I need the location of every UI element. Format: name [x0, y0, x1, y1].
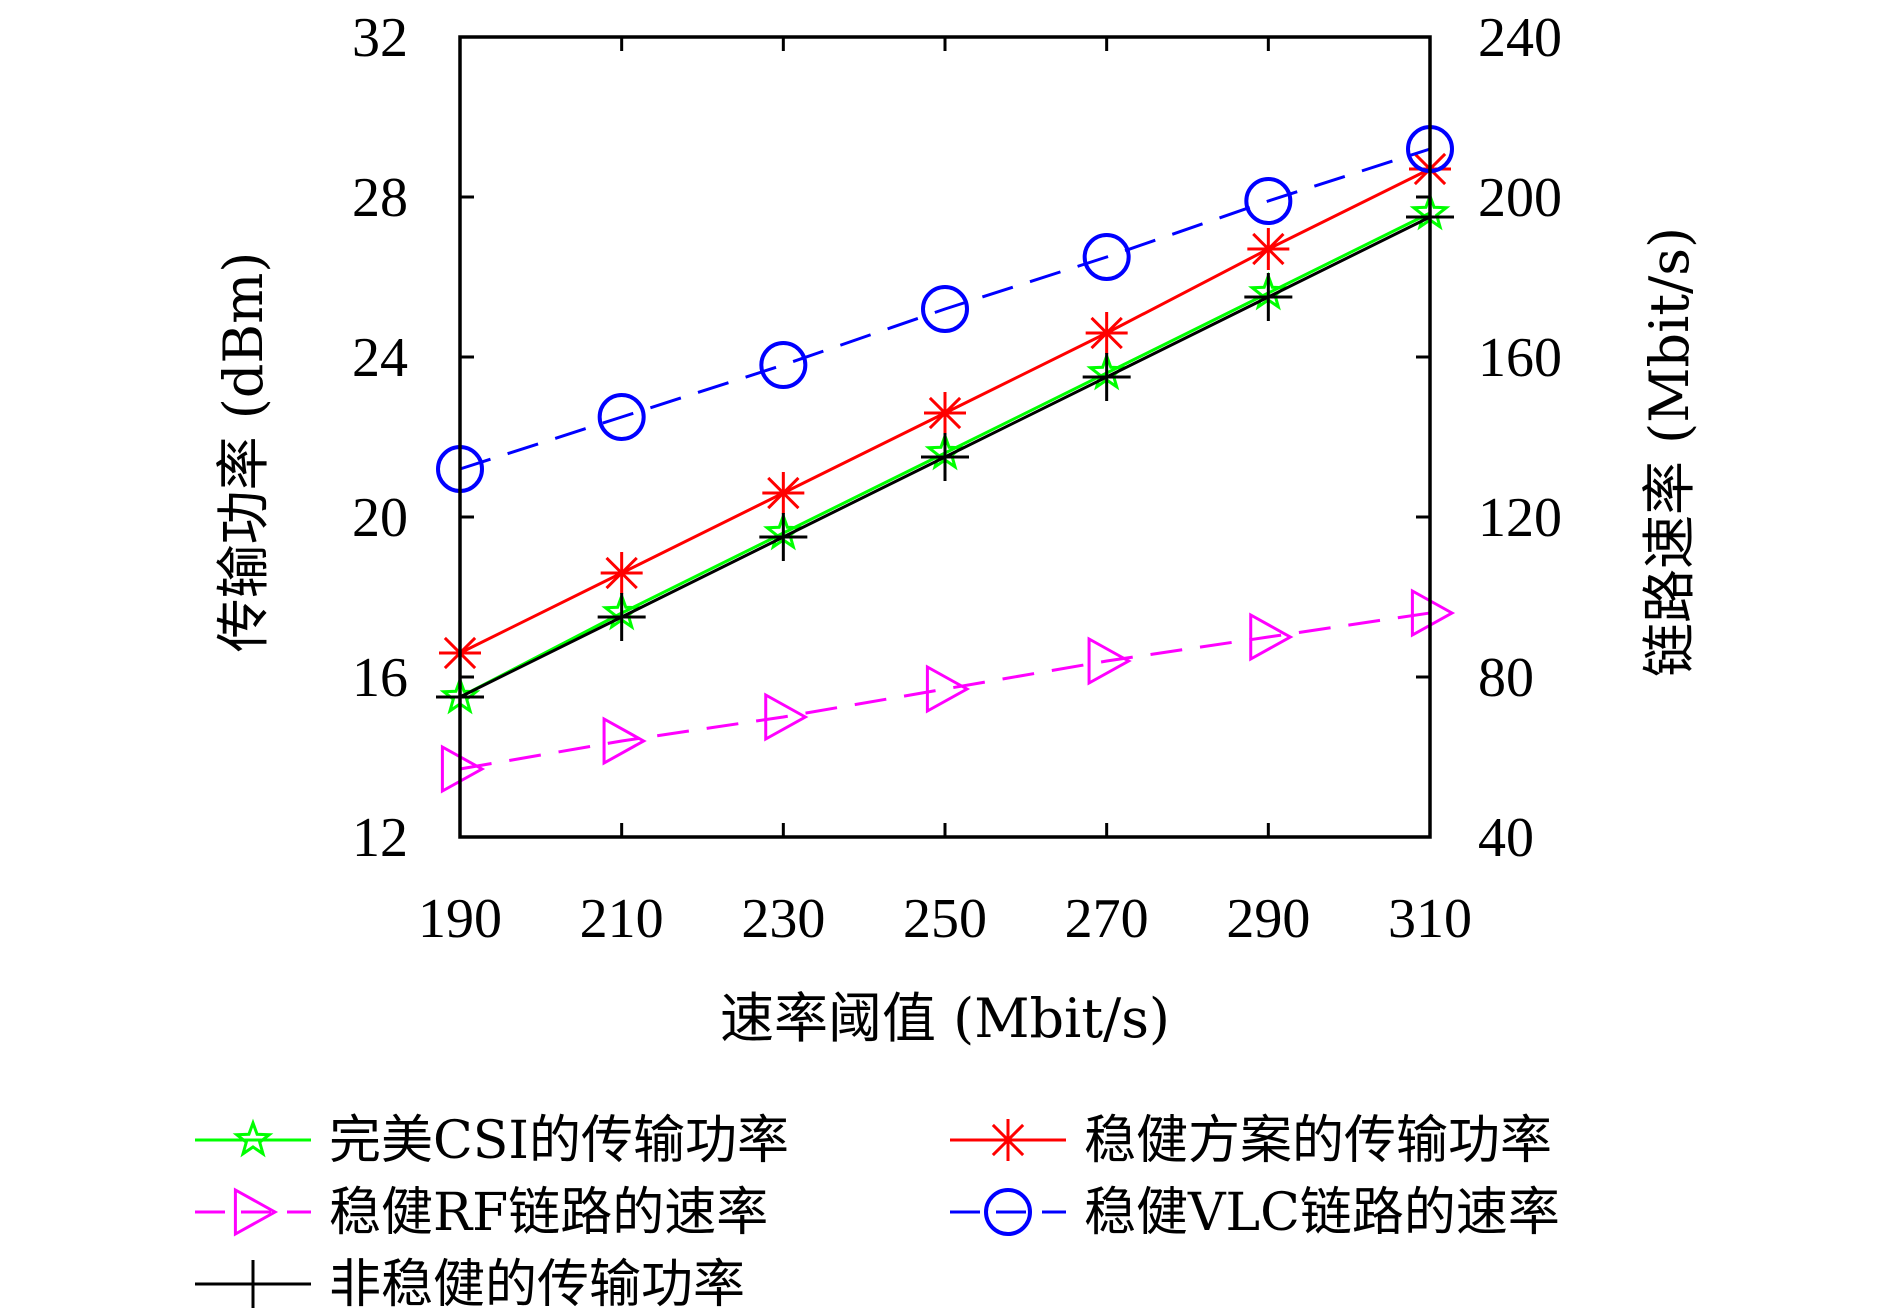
x-tick-label: 250 — [903, 888, 987, 950]
plus-marker — [597, 593, 646, 641]
legend-label: 非稳健的传输功率 — [329, 1255, 745, 1315]
triangle-marker — [1410, 588, 1456, 638]
asterisk-marker — [600, 552, 643, 594]
labels-layer: 190 210 230 250 270 290 310 12 16 20 24 28 32 40 80 120… — [352, 7, 1562, 950]
legend-circle-marker — [984, 1188, 1032, 1236]
right-y-tick-label: 160 — [1478, 327, 1562, 389]
circle-marker — [921, 285, 969, 333]
left-y-tick-label: 28 — [352, 167, 408, 229]
legend-label: 完美CSI的传输功率 — [329, 1111, 789, 1171]
plus-marker — [1082, 353, 1131, 401]
legend-entry: 稳健VLC链路的速率 — [950, 1183, 1560, 1243]
asterisk-marker — [762, 472, 805, 514]
legend-entry: 稳健方案的传输功率 — [950, 1111, 1552, 1171]
right-y-tick-label: 120 — [1478, 487, 1562, 549]
left-y-tick-label: 24 — [352, 327, 408, 389]
triangle-marker — [925, 664, 971, 714]
circle-marker — [597, 393, 646, 441]
left-y-tick-label: 16 — [352, 647, 408, 709]
plus-marker — [921, 433, 969, 481]
x-axis-title: 速率阈值 (Mbit/s) — [720, 987, 1170, 1050]
x-tick-label: 210 — [580, 888, 664, 950]
legend-star-marker — [232, 1118, 274, 1158]
right-y-tick-label: 200 — [1478, 167, 1562, 229]
right-y-tick-label: 240 — [1478, 7, 1562, 69]
asterisk-marker — [1247, 228, 1290, 270]
legend-label: 稳健RF链路的速率 — [329, 1183, 768, 1243]
triangle-marker — [602, 716, 647, 766]
x-tick-label: 190 — [418, 888, 502, 950]
circle-marker — [759, 341, 808, 389]
legend-entry: 完美CSI的传输功率 — [195, 1111, 789, 1171]
triangle-marker — [764, 692, 809, 742]
series-layer — [436, 125, 1456, 794]
left-y-tick-label: 20 — [352, 487, 408, 549]
right-y-tick-label: 40 — [1478, 807, 1534, 869]
legend-entry: 非稳健的传输功率 — [195, 1255, 745, 1315]
legend-triangle-marker — [233, 1187, 279, 1237]
legend-label: 稳健方案的传输功率 — [1084, 1111, 1552, 1171]
triangle-marker — [1087, 636, 1132, 686]
triangle-marker — [440, 744, 486, 794]
left-axis-title: 传输功率 (dBm) — [212, 252, 275, 653]
asterisk-marker — [924, 392, 966, 434]
right-y-tick-label: 80 — [1478, 647, 1534, 709]
left-y-tick-label: 12 — [352, 807, 408, 869]
plus-marker — [759, 513, 808, 561]
series-line — [459, 611, 1431, 771]
right-axis-title: 链路速率 (Mbit/s) — [1638, 227, 1701, 677]
series-1 — [439, 148, 1451, 674]
asterisk-marker — [1085, 312, 1128, 354]
ticks-layer — [458, 35, 1432, 839]
plus-marker — [1244, 273, 1293, 321]
series-2 — [440, 588, 1456, 794]
circle-marker — [1082, 233, 1131, 281]
series-4 — [436, 193, 1454, 721]
x-tick-label: 290 — [1226, 888, 1310, 950]
series-line — [459, 147, 1431, 471]
x-tick-label: 230 — [741, 888, 825, 950]
left-y-tick-label: 32 — [352, 7, 408, 69]
legend-label: 稳健VLC链路的速率 — [1084, 1183, 1560, 1243]
x-tick-label: 310 — [1388, 888, 1472, 950]
circle-marker — [1244, 177, 1293, 225]
legend-plus-marker — [229, 1260, 277, 1308]
legend-asterisk-marker — [987, 1119, 1029, 1161]
legend-entry: 稳健RF链路的速率 — [195, 1183, 768, 1243]
triangle-marker — [1249, 612, 1294, 662]
x-tick-label: 270 — [1065, 888, 1149, 950]
